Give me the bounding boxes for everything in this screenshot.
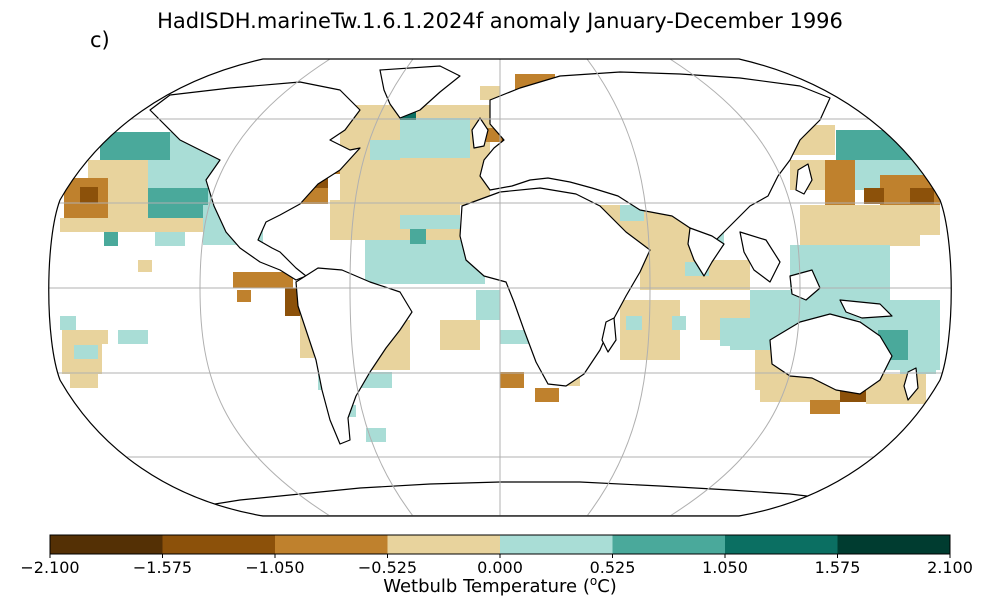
- colorbar-tick-label: 0.525: [589, 558, 636, 577]
- globe-outline: [48, 58, 952, 517]
- meridian: [199, 59, 331, 516]
- grid-cell: [672, 316, 686, 330]
- grid-cell: [370, 140, 400, 160]
- grid-cell: [910, 188, 934, 204]
- borneo: [789, 269, 821, 301]
- grid-cell: [100, 132, 170, 160]
- grid-cell: [500, 330, 530, 344]
- grid-cell: [410, 228, 426, 244]
- colorbar-ticks: [49, 554, 951, 558]
- colorbar-swatch: [500, 535, 613, 554]
- colorbar-tick-label: 0.000: [477, 558, 523, 577]
- new-guinea: [839, 299, 893, 319]
- colorbar-tick-label: 1.575: [814, 558, 861, 577]
- colorbar-swatch: [725, 535, 838, 554]
- madagascar: [601, 317, 617, 353]
- colorbar-swatch: [612, 535, 726, 554]
- grid-cell: [400, 118, 470, 158]
- colorbar-tick-label: −1.575: [132, 558, 193, 577]
- uk: [471, 117, 489, 149]
- colorbar-tick-label: −2.100: [20, 558, 80, 577]
- grid-cell: [810, 400, 840, 414]
- colorbar-tick-label: −0.525: [357, 558, 418, 577]
- colorbar-swatch: [162, 535, 276, 554]
- grid-cell: [104, 232, 118, 246]
- grid-cell: [476, 290, 500, 320]
- colorbar-label: Wetbulb Temperature (oC): [0, 574, 1000, 597]
- graticule: [48, 59, 952, 516]
- new-zealand: [903, 367, 919, 401]
- colorbar-swatch: [275, 535, 388, 554]
- grid-cell: [480, 86, 500, 100]
- colorbar-tick-label: 2.100: [927, 558, 973, 577]
- grid-cell: [70, 374, 98, 388]
- colorbar-swatches: [50, 535, 951, 554]
- colorbar-label-prefix: Wetbulb Temperature (: [383, 576, 590, 597]
- colorbar-swatch: [387, 535, 501, 554]
- grid-cell: [800, 205, 940, 235]
- grid-cell: [626, 316, 642, 330]
- greenland: [379, 65, 461, 119]
- grid-cell: [500, 372, 524, 388]
- grid-cell: [535, 388, 559, 402]
- grid-cell: [800, 232, 920, 246]
- southeast-asia: [739, 231, 781, 283]
- colorbar-tick-label: 1.050: [702, 558, 748, 577]
- grid-cell: [60, 316, 76, 330]
- india: [687, 227, 725, 277]
- grid-cell: [237, 290, 251, 302]
- grid-cell: [400, 215, 460, 229]
- colorbar-label-superscript: o: [589, 574, 598, 588]
- panel-label: c): [90, 28, 110, 52]
- grid-cell: [80, 187, 98, 203]
- grid-cell: [825, 160, 855, 205]
- grid-cell: [74, 345, 98, 359]
- grid-cell: [138, 260, 152, 272]
- south-america: [295, 267, 413, 445]
- colorbar-label-suffix: C): [597, 576, 617, 597]
- colorbar-swatch: [837, 535, 951, 554]
- grid-cell: [118, 330, 148, 344]
- meridian: [586, 59, 651, 516]
- grid-cell: [864, 188, 884, 204]
- grid-cell: [900, 360, 936, 374]
- map-title: HadISDH.marineTw.1.6.1.2024f anomaly Jan…: [157, 9, 843, 33]
- grid-cell: [155, 232, 185, 246]
- grid-cell: [60, 218, 220, 232]
- meridian: [349, 59, 414, 516]
- meridian: [669, 59, 801, 516]
- colorbar-tick-label: −1.050: [245, 558, 305, 577]
- australia: [769, 313, 893, 395]
- colorbar-swatch: [50, 535, 163, 554]
- grid-cell: [440, 320, 480, 350]
- japan: [795, 163, 813, 195]
- north-america: [149, 81, 361, 281]
- grid-cell: [94, 330, 108, 344]
- continents: [139, 65, 919, 516]
- grid-cell: [233, 272, 293, 288]
